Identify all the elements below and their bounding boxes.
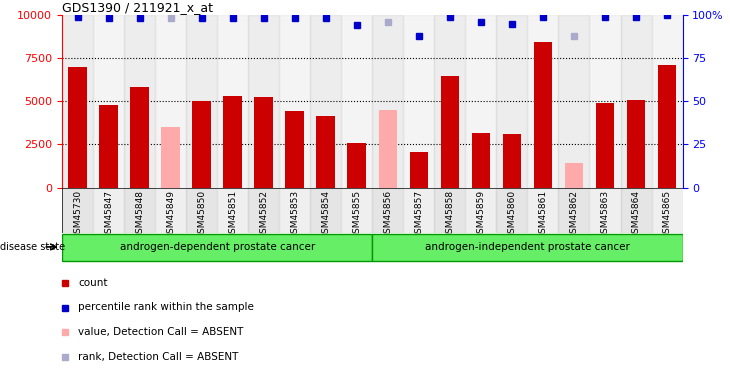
Bar bbox=[124, 188, 155, 232]
Bar bbox=[434, 15, 466, 188]
Bar bbox=[590, 15, 620, 188]
Bar bbox=[658, 65, 677, 188]
Bar bbox=[472, 133, 491, 188]
Bar bbox=[93, 15, 124, 188]
Bar bbox=[466, 188, 496, 232]
Bar bbox=[317, 116, 335, 188]
Bar bbox=[652, 15, 683, 188]
Bar bbox=[652, 188, 683, 232]
Text: GDS1390 / 211921_x_at: GDS1390 / 211921_x_at bbox=[62, 1, 213, 14]
Text: GSM45861: GSM45861 bbox=[539, 190, 548, 239]
Bar bbox=[342, 188, 372, 232]
Bar bbox=[248, 15, 279, 188]
Text: GSM45862: GSM45862 bbox=[569, 190, 578, 239]
Bar bbox=[218, 188, 248, 232]
Bar bbox=[62, 15, 93, 188]
Bar bbox=[62, 188, 93, 232]
Bar bbox=[558, 188, 590, 232]
Text: GSM45730: GSM45730 bbox=[73, 190, 82, 239]
Bar bbox=[565, 164, 583, 188]
Text: GSM45865: GSM45865 bbox=[663, 190, 672, 239]
Text: rank, Detection Call = ABSENT: rank, Detection Call = ABSENT bbox=[79, 352, 239, 362]
Bar bbox=[124, 15, 155, 188]
Bar bbox=[62, 234, 372, 261]
Bar bbox=[372, 234, 683, 261]
Bar bbox=[620, 188, 652, 232]
Bar bbox=[310, 188, 342, 232]
Text: GSM45864: GSM45864 bbox=[631, 190, 640, 239]
Text: GSM45851: GSM45851 bbox=[228, 190, 237, 239]
Text: GSM45849: GSM45849 bbox=[166, 190, 175, 239]
Text: GSM45853: GSM45853 bbox=[291, 190, 299, 239]
Text: GSM45852: GSM45852 bbox=[259, 190, 268, 239]
Text: GSM45850: GSM45850 bbox=[197, 190, 206, 239]
Text: GSM45856: GSM45856 bbox=[383, 190, 392, 239]
Bar bbox=[626, 100, 645, 188]
Bar bbox=[93, 188, 124, 232]
Bar bbox=[404, 188, 434, 232]
Bar bbox=[69, 67, 87, 188]
Text: GSM45854: GSM45854 bbox=[321, 190, 330, 239]
Bar bbox=[155, 15, 186, 188]
Text: GSM45848: GSM45848 bbox=[135, 190, 144, 239]
Bar bbox=[404, 15, 434, 188]
Text: count: count bbox=[79, 278, 108, 288]
Bar bbox=[534, 42, 553, 188]
Bar bbox=[279, 15, 310, 188]
Bar bbox=[441, 76, 459, 188]
Bar bbox=[193, 101, 211, 188]
Bar bbox=[528, 188, 558, 232]
Bar bbox=[434, 188, 466, 232]
Bar bbox=[410, 152, 428, 188]
Bar bbox=[186, 15, 218, 188]
Bar bbox=[255, 97, 273, 188]
Text: GSM45857: GSM45857 bbox=[415, 190, 423, 239]
Bar bbox=[496, 15, 528, 188]
Bar bbox=[99, 105, 118, 188]
Text: disease state: disease state bbox=[0, 242, 65, 252]
Bar bbox=[590, 188, 620, 232]
Bar bbox=[342, 15, 372, 188]
Bar bbox=[496, 188, 528, 232]
Text: GSM45863: GSM45863 bbox=[601, 190, 610, 239]
Bar bbox=[503, 134, 521, 188]
Bar bbox=[379, 110, 397, 188]
Text: GSM45847: GSM45847 bbox=[104, 190, 113, 239]
Bar bbox=[131, 87, 149, 188]
Bar bbox=[596, 103, 615, 188]
Bar bbox=[528, 15, 558, 188]
Bar bbox=[161, 127, 180, 188]
Bar bbox=[248, 188, 279, 232]
Text: value, Detection Call = ABSENT: value, Detection Call = ABSENT bbox=[79, 327, 244, 337]
Bar bbox=[620, 15, 652, 188]
Text: percentile rank within the sample: percentile rank within the sample bbox=[79, 303, 254, 312]
Text: GSM45859: GSM45859 bbox=[477, 190, 485, 239]
Bar bbox=[347, 142, 366, 188]
Bar bbox=[218, 15, 248, 188]
Bar bbox=[223, 96, 242, 188]
Bar bbox=[285, 111, 304, 188]
Text: GSM45855: GSM45855 bbox=[353, 190, 361, 239]
Bar bbox=[155, 188, 186, 232]
Bar bbox=[466, 15, 496, 188]
Text: GSM45858: GSM45858 bbox=[445, 190, 454, 239]
Text: androgen-independent prostate cancer: androgen-independent prostate cancer bbox=[425, 242, 630, 252]
Bar bbox=[186, 188, 218, 232]
Bar bbox=[372, 15, 404, 188]
Bar bbox=[372, 188, 404, 232]
Bar bbox=[279, 188, 310, 232]
Text: androgen-dependent prostate cancer: androgen-dependent prostate cancer bbox=[120, 242, 315, 252]
Bar bbox=[310, 15, 342, 188]
Bar bbox=[558, 15, 590, 188]
Text: GSM45860: GSM45860 bbox=[507, 190, 516, 239]
